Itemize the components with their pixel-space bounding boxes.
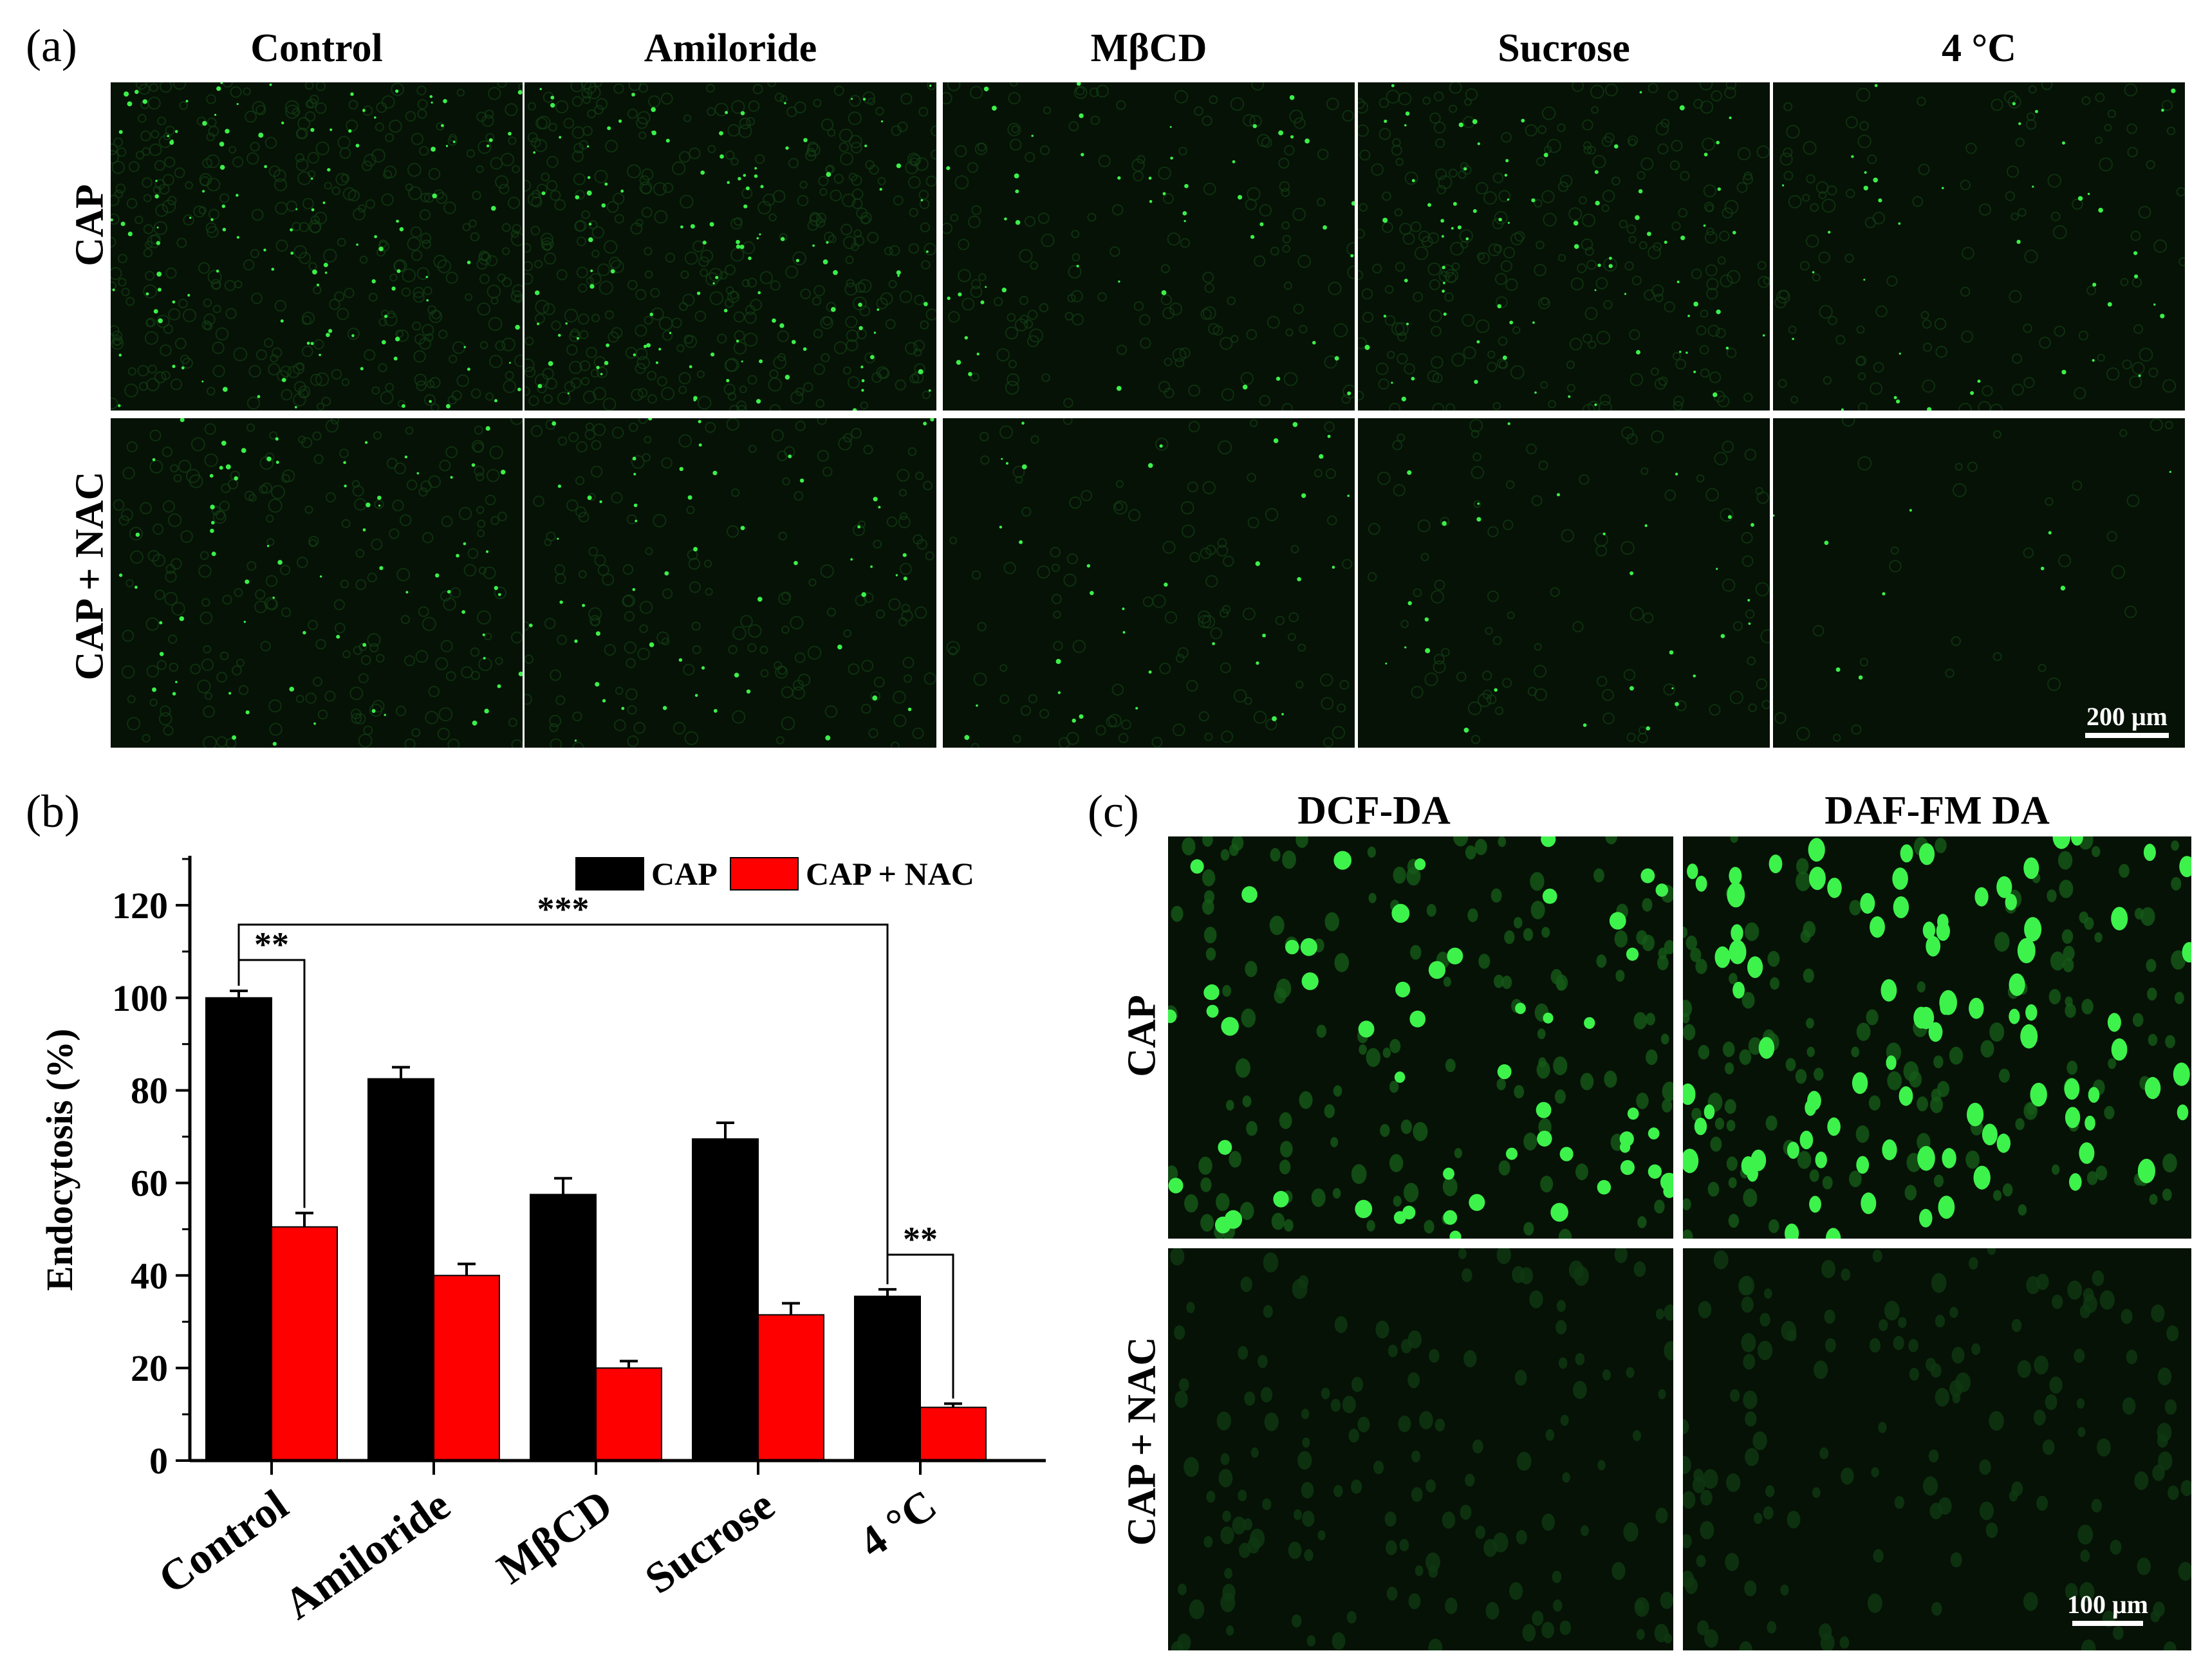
significance-bracket — [237, 923, 889, 1284]
panel-c-letter: (c) — [1088, 786, 1139, 837]
bar-cap-nac — [757, 1314, 824, 1462]
micrograph-cap-control — [111, 82, 523, 411]
bar-cap — [692, 1138, 759, 1462]
panel-a-row-label-cap: CAP — [68, 184, 112, 266]
micrograph-cap-sucrose — [1358, 82, 1770, 411]
panel-a-col-label: 4 °C — [1941, 26, 2017, 70]
legend-swatch-cap-nac — [730, 857, 799, 891]
x-tick-label: Sucrose — [636, 1480, 783, 1603]
endocytosis-bar-chart: 0 20 40 60 80 100 120 Endocytosis (%) ControlAmi… — [39, 856, 1046, 1629]
y-tick-label: 120 — [112, 885, 168, 927]
micrograph-cap-nac-daf-fm-da — [1683, 1248, 2191, 1650]
legend-label-cap-nac: CAP + NAC — [806, 856, 974, 892]
significance-label: *** — [537, 890, 590, 928]
y-axis-label: Endocytosis (%) — [39, 1029, 80, 1291]
bar-cap — [854, 1295, 921, 1462]
panel-a-scale-bar-label: 200 μm — [2086, 702, 2168, 731]
x-tick-label: MβCD — [488, 1480, 621, 1593]
micrograph-cap-nac-mbcd — [943, 418, 1355, 748]
panel-a-letter: (a) — [26, 20, 77, 71]
bar-cap-nac — [271, 1226, 338, 1461]
panel-a-scale-bar: 200 μm — [2069, 701, 2185, 738]
x-tick-label: Control — [149, 1480, 296, 1603]
micrograph-cap-nac-4c — [1773, 418, 2185, 748]
micrograph-cap-nac-control — [111, 418, 523, 748]
significance-bracket — [886, 1253, 954, 1399]
y-tick-label: 40 — [131, 1255, 168, 1297]
panel-c-col-label-daf-fm-da: DAF-FM DA — [1825, 789, 2050, 833]
panel-a-scale-bar-line — [2085, 733, 2169, 738]
panel-c-scale-bar: 100 μm — [2043, 1589, 2172, 1626]
y-tick-label: 0 — [149, 1440, 168, 1482]
bar-cap-nac — [920, 1407, 987, 1461]
bar-cap-nac — [433, 1275, 500, 1461]
micrograph-cap-nac-sucrose — [1358, 418, 1770, 748]
micrograph-cap-daf-fm-da — [1683, 836, 2191, 1239]
panel-c-row-label-cap-nac: CAP + NAC — [1120, 1336, 1164, 1546]
bar-cap — [530, 1194, 597, 1461]
panel-a-col-label: Sucrose — [1498, 26, 1630, 70]
y-tick-label: 20 — [131, 1347, 168, 1389]
panel-c-row-label-cap: CAP — [1120, 995, 1164, 1077]
x-tick-label: 4 °C — [850, 1480, 945, 1567]
y-tick-label: 60 — [131, 1162, 168, 1204]
bar-cap — [367, 1078, 434, 1461]
panel-a-row-label-cap-nac: CAP + NAC — [68, 471, 112, 681]
micrograph-cap-nac-amiloride — [525, 418, 936, 748]
panel-a-col-label: MβCD — [1090, 26, 1207, 70]
micrograph-cap-nac-dcf-da — [1168, 1248, 1673, 1650]
significance-label: ** — [903, 1220, 938, 1259]
panel-a-col-label: Amiloride — [644, 26, 817, 70]
bar-cap — [205, 997, 272, 1461]
micrograph-cap-dcf-da — [1168, 836, 1673, 1239]
panel-b-letter: (b) — [26, 786, 80, 837]
bar-cap-nac — [595, 1367, 662, 1462]
x-tick-label: Amiloride — [275, 1480, 459, 1629]
legend-swatch-cap — [575, 857, 644, 891]
significance-label: ** — [254, 925, 289, 964]
micrograph-cap-4c — [1773, 82, 2185, 411]
legend-label-cap: CAP — [651, 856, 718, 892]
panel-c-scale-bar-line — [2072, 1621, 2143, 1626]
panel-c-col-label-dcf-da: DCF-DA — [1297, 789, 1451, 833]
micrograph-cap-mbcd — [943, 82, 1355, 411]
y-tick-label: 80 — [131, 1070, 168, 1112]
panel-c-scale-bar-label: 100 μm — [2067, 1590, 2148, 1619]
panel-a-col-label: Control — [250, 26, 383, 70]
significance-bracket — [237, 959, 306, 1208]
micrograph-cap-amiloride — [525, 82, 936, 411]
y-tick-label: 100 — [112, 977, 168, 1019]
